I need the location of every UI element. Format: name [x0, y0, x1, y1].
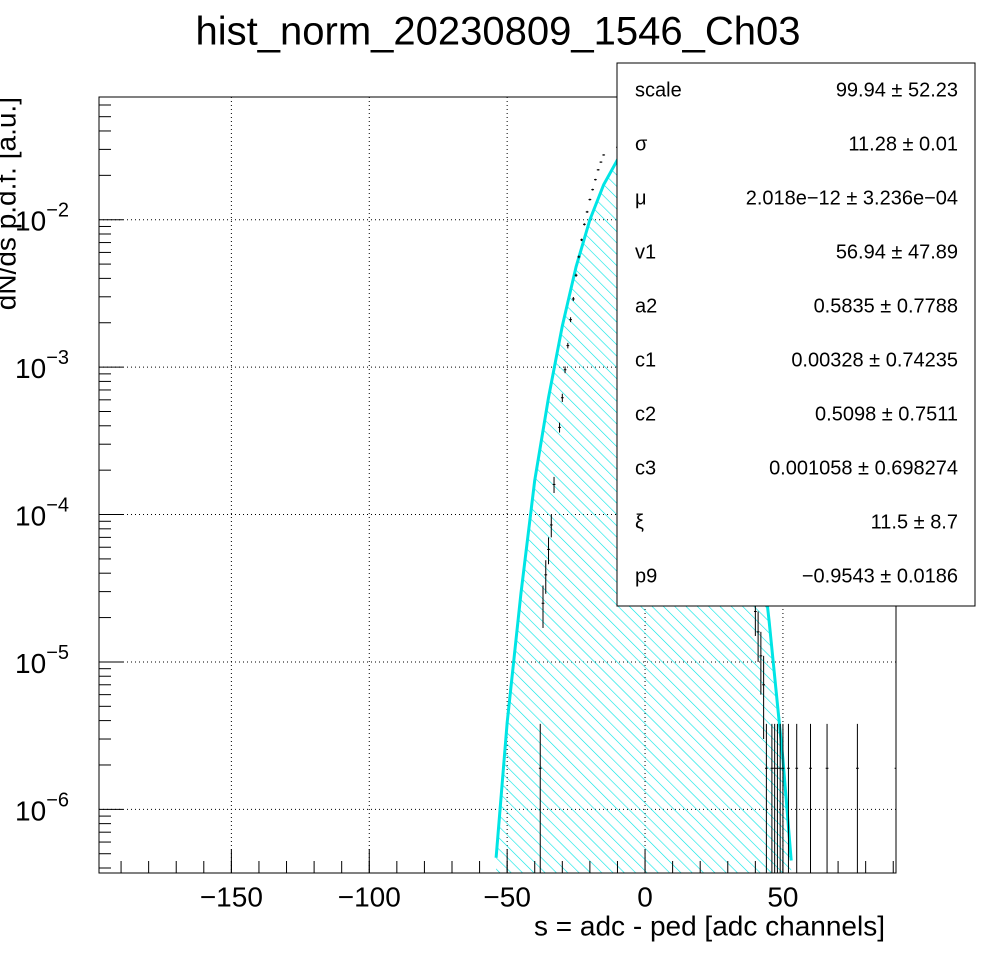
data-point	[552, 476, 556, 493]
stat-name: a2	[635, 295, 657, 317]
data-point	[759, 631, 763, 695]
data-point	[549, 514, 553, 538]
data-point	[599, 161, 603, 163]
data-point	[569, 317, 572, 323]
stat-name: ξ	[635, 511, 644, 533]
stat-value: 11.28 ± 0.01	[848, 133, 958, 155]
x-tick-label: −50	[483, 881, 531, 912]
stat-name: scale	[635, 79, 682, 101]
y-tick-label: 10−3	[15, 347, 69, 384]
x-tick-label: −100	[338, 881, 401, 912]
data-point	[580, 238, 583, 242]
stat-value: 0.001058 ± 0.698274	[769, 457, 958, 479]
data-point	[558, 422, 561, 433]
data-point	[585, 210, 589, 213]
stat-name: p9	[635, 565, 657, 587]
stat-value: −0.9543 ± 0.0186	[802, 565, 958, 587]
axes: −150 −100 −50 0 50 10−6 10−5 10−4 10−3 10−2	[15, 104, 894, 912]
data-point	[582, 223, 586, 226]
y-axis-title: dN/ds p.d.f. [a.u.]	[0, 97, 21, 310]
stat-value: 56.94 ± 47.89	[836, 241, 958, 263]
stat-value: 0.5098 ± 0.7511	[815, 403, 958, 425]
x-tick-label: 0	[637, 881, 653, 912]
y-tick-label: 10−4	[15, 495, 69, 532]
data-point	[602, 154, 606, 156]
data-point	[596, 169, 600, 171]
data-point	[563, 366, 567, 374]
data-point	[547, 537, 550, 565]
data-point	[809, 723, 812, 873]
stats-box: scale 99.94 ± 52.23 σ 11.28 ± 0.01 μ 2.018e−1…	[616, 62, 976, 607]
y-tick-label: 10−5	[15, 642, 69, 679]
data-point	[778, 723, 782, 873]
data-point	[894, 723, 896, 873]
stat-name: v1	[635, 241, 656, 263]
stats-frame	[616, 62, 976, 607]
stat-value: 0.00328 ± 0.74235	[791, 349, 958, 371]
data-point	[765, 723, 768, 873]
data-point	[787, 723, 790, 873]
x-axis-title: s = adc - ped [adc channels]	[534, 910, 885, 941]
stat-value: 0.5835 ± 0.7788	[814, 295, 958, 317]
stat-name: μ	[635, 187, 647, 209]
chart-title: hist_norm_20230809_1546_Ch03	[196, 10, 801, 54]
data-point	[762, 655, 766, 740]
stat-name: c2	[635, 403, 656, 425]
data-point	[594, 178, 597, 181]
stat-value: 99.94 ± 52.23	[836, 79, 958, 101]
data-point	[560, 393, 564, 402]
data-point	[574, 273, 578, 277]
stat-name: σ	[635, 133, 648, 155]
data-point	[776, 723, 779, 873]
y-tick-label: 10−2	[15, 200, 69, 237]
data-point	[591, 188, 595, 191]
data-point	[571, 297, 575, 301]
data-point	[795, 723, 799, 873]
data-point	[770, 723, 774, 873]
data-point	[756, 611, 760, 662]
data-point	[538, 723, 542, 873]
x-tick-label: 50	[767, 881, 798, 912]
stat-name: c1	[635, 349, 656, 371]
stat-value: 2.018e−12 ± 3.236e−04	[746, 187, 958, 209]
stat-value: 11.5 ± 8.7	[871, 511, 958, 533]
x-tick-label: −150	[200, 881, 263, 912]
data-point	[544, 560, 548, 594]
stat-name: c3	[635, 457, 656, 479]
y-tick-label: 10−6	[15, 790, 69, 827]
data-point	[588, 198, 592, 201]
data-point	[541, 585, 545, 628]
data-point	[577, 255, 581, 259]
data-point	[856, 723, 859, 873]
data-point	[825, 723, 829, 873]
data-point	[566, 342, 570, 349]
data-point	[773, 723, 777, 873]
